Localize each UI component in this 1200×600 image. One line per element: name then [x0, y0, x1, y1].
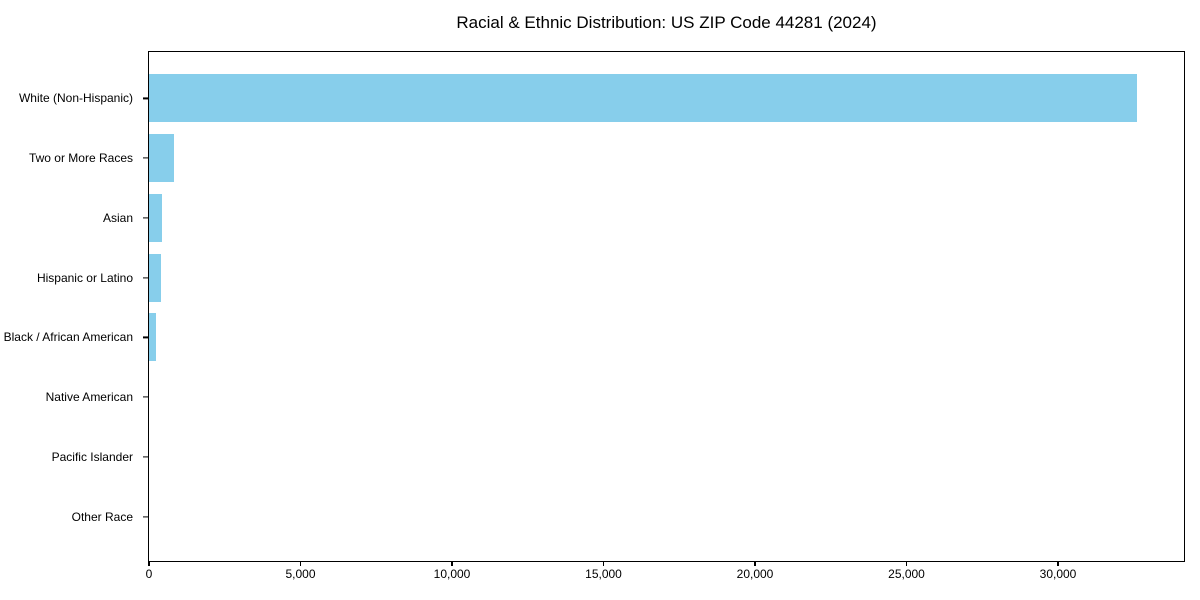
y-tick-label: White (Non-Hispanic)	[18, 91, 133, 106]
y-tick-mark	[142, 516, 148, 518]
x-tick-label: 15,000	[585, 567, 622, 581]
y-tick-mark	[142, 97, 148, 99]
y-tick-label: Hispanic or Latino	[36, 270, 133, 285]
x-tick-mark	[451, 561, 453, 566]
y-tick-label: Black / African American	[3, 330, 133, 345]
bar	[149, 74, 1137, 123]
y-tick-mark	[142, 456, 148, 458]
chart-title: Racial & Ethnic Distribution: US ZIP Cod…	[456, 13, 877, 32]
x-tick-mark	[148, 561, 150, 566]
x-tick-mark	[905, 561, 908, 566]
x-tick-label: 20,000	[736, 567, 774, 581]
y-tick-mark	[142, 396, 148, 398]
bar	[149, 193, 163, 242]
y-tick-mark	[142, 336, 148, 338]
x-tick-mark	[602, 561, 605, 566]
y-tick-label: Two or More Races	[28, 151, 133, 166]
x-tick-label: 5,000	[285, 567, 316, 581]
y-tick-label: Other Race	[71, 509, 133, 524]
x-tick-label: 25,000	[888, 567, 925, 581]
y-tick-label: Pacific Islander	[51, 449, 133, 464]
plot-area: White (Non-Hispanic) Two or More Races Asi…	[4, 51, 1185, 580]
x-tick-label: 0	[145, 567, 153, 581]
bar	[149, 253, 162, 302]
x-tick-mark	[754, 561, 756, 566]
x-tick-label: 30,000	[1039, 567, 1077, 581]
x-tick-mark	[1057, 561, 1059, 566]
x-tick-mark	[299, 561, 302, 566]
y-tick-mark	[142, 157, 148, 159]
y-tick-mark	[142, 277, 148, 279]
x-tick-label: 10,000	[433, 567, 471, 581]
bar	[149, 134, 175, 183]
bar	[149, 313, 156, 362]
y-tick-label: Native American	[45, 390, 133, 405]
y-tick-label: Asian	[102, 210, 133, 225]
y-tick-mark	[142, 217, 148, 219]
